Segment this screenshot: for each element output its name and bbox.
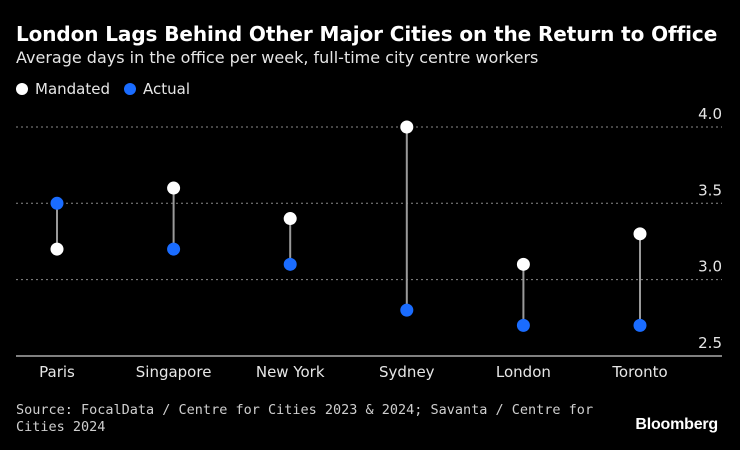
legend: Mandated Actual (16, 80, 204, 98)
chart-subtitle: Average days in the office per week, ful… (16, 48, 539, 67)
mandated-point-paris (50, 242, 64, 256)
legend-label-actual: Actual (143, 80, 190, 98)
legend-item-mandated: Mandated (16, 80, 110, 98)
legend-item-actual: Actual (124, 80, 190, 98)
actual-point-sydney (400, 303, 414, 317)
mandated-point-sydney (400, 120, 414, 134)
actual-point-toronto (633, 318, 647, 332)
chart-title: London Lags Behind Other Major Cities on… (16, 22, 718, 46)
actual-point-paris (50, 196, 64, 210)
actual-point-london (516, 318, 530, 332)
mandated-point-new-york (283, 212, 297, 226)
y-tick-label-3.0: 3.0 (698, 258, 722, 276)
x-tick-label-london: London (496, 363, 551, 381)
x-tick-label-singapore: Singapore (136, 363, 212, 381)
mandated-point-london (516, 257, 530, 271)
y-tick-label-2.5: 2.5 (698, 334, 722, 352)
x-tick-label-toronto: Toronto (611, 363, 667, 381)
actual-point-new-york (283, 257, 297, 271)
x-tick-label-new-york: New York (256, 363, 325, 381)
actual-point-singapore (167, 242, 181, 256)
legend-label-mandated: Mandated (35, 80, 110, 98)
y-tick-label-3.5: 3.5 (698, 181, 722, 199)
source-note: Source: FocalData / Centre for Cities 20… (16, 402, 594, 435)
mandated-point-toronto (633, 227, 647, 241)
mandated-point-singapore (167, 181, 181, 195)
bloomberg-logo: Bloomberg (635, 416, 718, 433)
y-tick-label-4.0: 4.0 (698, 105, 722, 123)
legend-dot-actual (124, 83, 136, 95)
x-tick-label-sydney: Sydney (379, 363, 435, 381)
x-tick-label-paris: Paris (39, 363, 75, 381)
legend-dot-mandated (16, 83, 28, 95)
